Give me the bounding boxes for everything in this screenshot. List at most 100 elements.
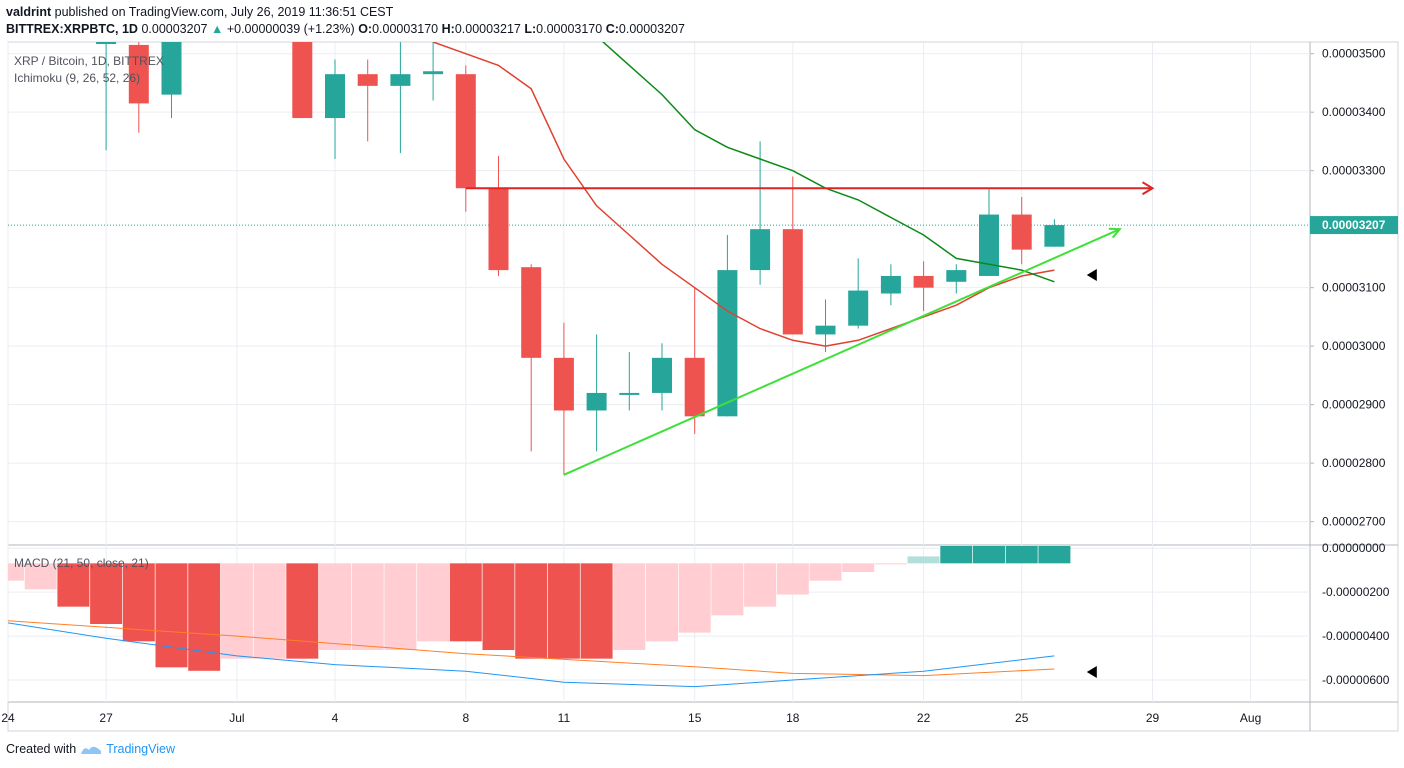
macd-histogram-bar (384, 563, 417, 650)
open-label: O: (358, 22, 373, 36)
candles-group (96, 42, 1065, 475)
macd-histogram-bar (1005, 546, 1038, 564)
candle-up (619, 392, 640, 395)
macd-histogram-bar (940, 546, 973, 564)
macd-histogram-bar (90, 563, 123, 624)
macd-histogram-bar (1038, 546, 1071, 564)
macd-histogram-bar (580, 563, 613, 659)
x-tick-label: 27 (99, 711, 113, 725)
candle-up (1044, 225, 1065, 247)
ichimoku-legend[interactable]: Ichimoku (9, 26, 52, 26) (14, 71, 141, 85)
resistance-arrowhead (1141, 181, 1155, 196)
macd-histogram-bar (547, 563, 580, 659)
candle-up (946, 270, 967, 282)
created-with-text: Created with (6, 742, 77, 756)
close-label: C: (605, 22, 619, 36)
candle-up (848, 290, 869, 326)
macd-line (8, 622, 1055, 688)
candle-down (292, 42, 313, 119)
macd-histogram-bar (24, 563, 57, 590)
x-tick-label: Jul (229, 711, 244, 725)
candle-down (553, 357, 574, 411)
x-tick-label: 25 (1015, 711, 1029, 725)
y-tick-label: 0.00002800 (1322, 456, 1386, 470)
y-tick-label: 0.00002700 (1322, 515, 1386, 529)
price-marker-icon (1086, 268, 1097, 281)
publish-line: valdrint published on TradingView.com, J… (6, 4, 1396, 21)
candle-down (684, 357, 705, 417)
ohlc-line: BITTREX:XRPBTC, 1D 0.00003207 ▲ +0.00000… (6, 21, 1396, 38)
candle-up (586, 392, 607, 411)
low-label: L: (524, 22, 537, 36)
candle-up (423, 71, 444, 75)
low-value: 0.00003170 (536, 22, 603, 36)
macd-histogram-bar (973, 546, 1005, 564)
last-price-badge-label: 0.00003207 (1322, 218, 1386, 232)
y-tick-label: 0.00003000 (1322, 339, 1386, 353)
macd-histogram-bar (842, 563, 875, 572)
candle-down (521, 267, 542, 358)
sub-y-tick-label: 0.00000000 (1322, 541, 1386, 555)
candle-down (128, 44, 149, 104)
macd-histogram-bar (220, 563, 253, 659)
candle-up (979, 214, 999, 276)
x-tick-label: 24 (1, 711, 15, 725)
macd-marker-icon (1086, 666, 1097, 679)
chart-canvas[interactable]: 24 27 Jul 4 8 11 15 18 22 25 29 Aug 0.00003500 0.0000… (0, 0, 1404, 740)
candle-up (161, 42, 182, 95)
macd-histogram-bar (482, 563, 515, 650)
close-value: 0.00003207 (618, 22, 685, 36)
pair-legend: XRP / Bitcoin, 1D, BITTREX (14, 54, 164, 68)
candle-down (1011, 214, 1032, 250)
support-line (563, 228, 1121, 476)
chart-header: valdrint published on TradingView.com, J… (6, 4, 1396, 38)
macd-histogram-bar (515, 563, 548, 659)
x-tick-label: 11 (558, 711, 571, 725)
sub-y-tick-label: -0.00000400 (1322, 629, 1390, 643)
tradingview-brand[interactable]: TradingView (106, 742, 175, 756)
x-tick-label: 29 (1146, 711, 1160, 725)
y-tick-label: 0.00003500 (1322, 47, 1386, 61)
candle-up (325, 74, 345, 119)
support-arrowhead (1108, 227, 1122, 239)
macd-histogram-bar (613, 563, 646, 650)
x-tick-label: 4 (332, 711, 339, 725)
x-tick-label: 8 (462, 711, 469, 725)
candle-up (880, 275, 901, 294)
candle-up (652, 357, 672, 393)
macd-histogram-bar (678, 563, 711, 633)
change-value: +0.00000039 (+1.23%) (226, 22, 355, 36)
macd-histogram-bar (711, 563, 744, 616)
sub-y-tick-label: -0.00000600 (1322, 673, 1390, 687)
macd-histogram-bar (646, 563, 678, 642)
macd-group (8, 546, 1071, 688)
candle-up (717, 270, 738, 417)
macd-histogram-bar (286, 563, 319, 659)
macd-legend[interactable]: MACD (21, 50, close, 21) (14, 556, 149, 570)
candle-down (455, 74, 476, 189)
author-link[interactable]: valdrint (6, 5, 52, 19)
x-tick-label: 18 (786, 711, 800, 725)
candle-up (815, 325, 836, 335)
macd-histogram-bar (776, 563, 809, 595)
change-up-icon: ▲ (210, 22, 224, 36)
last-price: 0.00003207 (141, 22, 208, 36)
y-tick-label: 0.00003100 (1322, 281, 1386, 295)
macd-histogram-bar (744, 563, 777, 607)
candle-up (750, 229, 771, 271)
macd-histogram-bar (351, 563, 384, 650)
candle-up (96, 42, 117, 44)
y-tick-label: 0.00003400 (1322, 105, 1386, 119)
macd-histogram-bar (319, 563, 351, 650)
published-text: published on TradingView.com, July 26, 2… (54, 5, 394, 19)
y-tick-label: 0.00002900 (1322, 398, 1386, 412)
candle-down (488, 188, 509, 271)
x-tick-label: 22 (917, 711, 931, 725)
symbol-label: BITTREX:XRPBTC, 1D (6, 22, 138, 36)
footer: Created with TradingView (6, 742, 175, 756)
macd-histogram-bar (809, 563, 842, 581)
signal-line (8, 620, 1055, 677)
candle-down (357, 74, 378, 86)
tenkan-line (432, 42, 1055, 347)
tradingview-logo-icon (81, 746, 102, 754)
